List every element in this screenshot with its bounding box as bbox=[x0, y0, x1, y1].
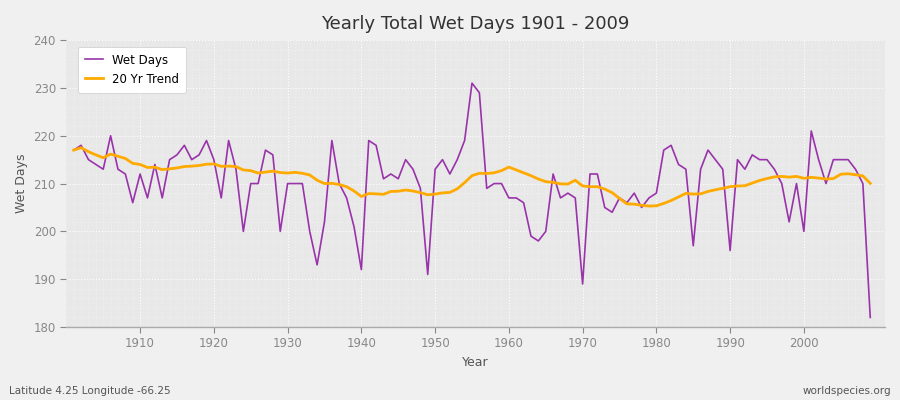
20 Yr Trend bbox=[76, 145, 86, 150]
Wet Days bbox=[68, 148, 79, 152]
Title: Yearly Total Wet Days 1901 - 2009: Yearly Total Wet Days 1901 - 2009 bbox=[321, 15, 630, 33]
20 Yr Trend bbox=[135, 162, 146, 167]
20 Yr Trend bbox=[644, 204, 654, 208]
20 Yr Trend bbox=[599, 187, 610, 192]
Line: Wet Days: Wet Days bbox=[74, 83, 870, 318]
Text: worldspecies.org: worldspecies.org bbox=[803, 386, 891, 396]
Wet Days bbox=[599, 205, 610, 210]
20 Yr Trend bbox=[297, 171, 308, 176]
Legend: Wet Days, 20 Yr Trend: Wet Days, 20 Yr Trend bbox=[78, 46, 186, 92]
Line: 20 Yr Trend: 20 Yr Trend bbox=[74, 148, 870, 206]
Wet Days bbox=[334, 181, 345, 186]
Y-axis label: Wet Days: Wet Days bbox=[15, 154, 28, 213]
X-axis label: Year: Year bbox=[463, 356, 489, 369]
Wet Days bbox=[511, 196, 522, 200]
20 Yr Trend bbox=[503, 165, 514, 170]
Wet Days bbox=[865, 315, 876, 320]
20 Yr Trend bbox=[341, 184, 352, 189]
20 Yr Trend bbox=[865, 181, 876, 186]
20 Yr Trend bbox=[511, 168, 522, 172]
Wet Days bbox=[466, 81, 477, 86]
20 Yr Trend bbox=[68, 148, 79, 152]
Wet Days bbox=[127, 200, 138, 205]
Text: Latitude 4.25 Longitude -66.25: Latitude 4.25 Longitude -66.25 bbox=[9, 386, 171, 396]
Wet Days bbox=[503, 196, 514, 200]
Wet Days bbox=[290, 181, 301, 186]
